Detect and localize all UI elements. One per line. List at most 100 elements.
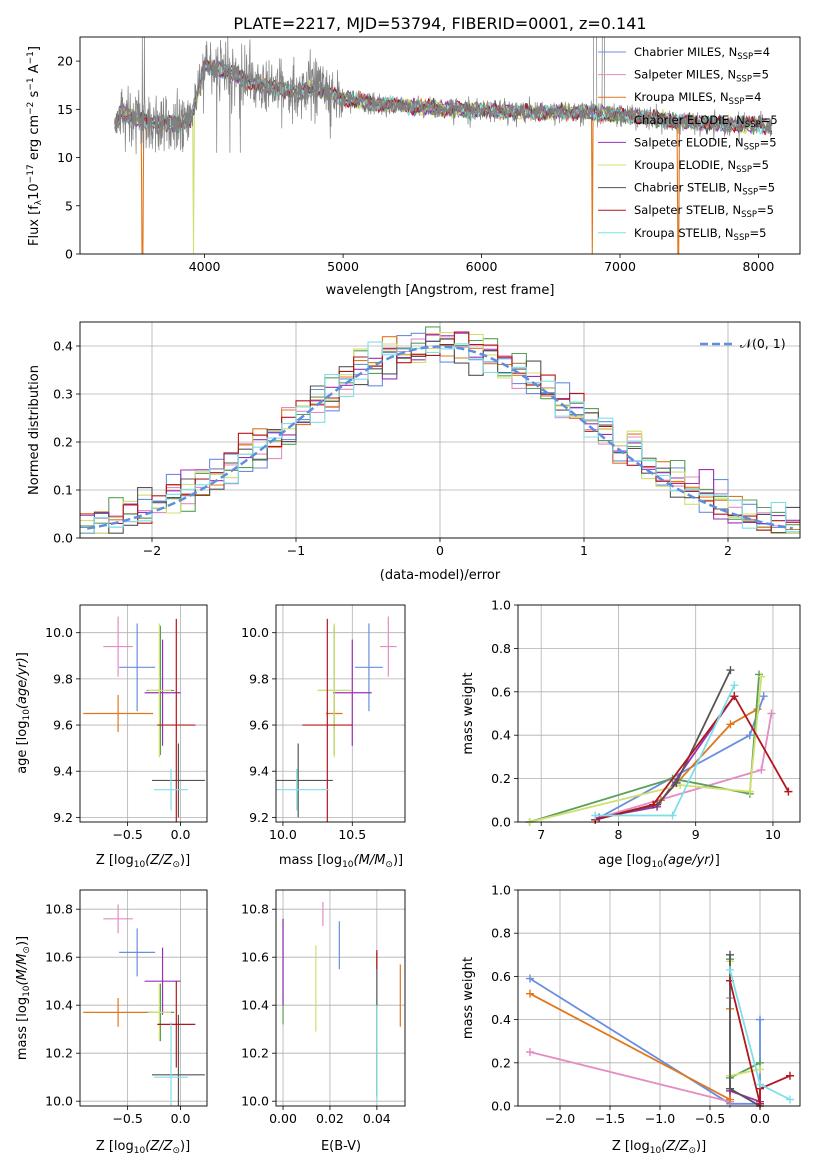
- weight-marker: [526, 1048, 534, 1056]
- y-tick-label: 5: [65, 198, 73, 213]
- y-tick-label: 10.2: [241, 1046, 269, 1061]
- axes-frame: [517, 889, 801, 1107]
- y-tick-label: 9.2: [53, 810, 73, 825]
- y-tick-label: 9.8: [53, 671, 73, 686]
- label-text: Salpeter ELODIE, N: [634, 135, 744, 149]
- y-tick-label: 0.4: [491, 728, 511, 743]
- x-axis-label: Z [log10(Z/Z⊙)]: [96, 853, 190, 870]
- label-text: )]: [696, 1139, 706, 1154]
- label-text: Chabrier MILES, N: [634, 45, 737, 59]
- weight-marker: [786, 1071, 794, 1080]
- y-tick-label: 0.2: [491, 771, 511, 786]
- label-subscript: ⊙: [172, 1146, 180, 1156]
- y-tick-label: 10.6: [241, 950, 269, 965]
- weight-marker: [672, 778, 681, 787]
- x-tick-label: 8: [614, 827, 622, 842]
- label-text: Salpeter MILES, N: [634, 68, 736, 82]
- label-text: Kroupa ELODIE, N: [634, 158, 736, 172]
- weight-marker: [526, 989, 534, 998]
- y-tick-label: 1.0: [491, 883, 511, 898]
- label-subscript: 10: [342, 860, 354, 870]
- x-tick-label: 0.04: [363, 1111, 391, 1126]
- x-tick-label: 0.0: [171, 1111, 191, 1126]
- x-tick-label: 1: [580, 543, 588, 558]
- y-axis-label: mass weight: [461, 957, 476, 1039]
- label-text: age [log: [598, 853, 651, 868]
- legend-entry: Salpeter MILES, NSSP=5: [634, 68, 769, 85]
- y-tick-label: 0.0: [53, 531, 73, 546]
- label-text: mass [log: [15, 997, 30, 1060]
- y-tick-label: 10.0: [45, 625, 73, 640]
- y-tick-label: 0.3: [53, 387, 73, 402]
- x-axis-label: age [log10(age/yr)]: [598, 853, 720, 870]
- label-subscript: 10: [22, 985, 32, 997]
- panel-mass-vs-Z: −0.5 0.010.010.210.410.610.8Z [log10(Z/Z⊙…: [15, 889, 208, 1156]
- y-axis-label: Normed distribution: [27, 365, 42, 495]
- y-tick-label: 10.0: [241, 1094, 269, 1109]
- y-tick-label: 0.4: [53, 339, 73, 354]
- weight-marker: [745, 787, 754, 796]
- label-text: =5: [757, 203, 774, 217]
- weight-marker: [756, 1065, 764, 1074]
- label-text: Z [log: [612, 1139, 650, 1154]
- y-tick-label: 10.8: [45, 902, 73, 917]
- label-subscript: SSP: [745, 120, 761, 130]
- label-text: (Z/Z: [145, 853, 173, 868]
- label-text: =4: [753, 45, 770, 59]
- label-text: =4: [744, 90, 761, 104]
- y-axis-label: Flux [fλ10−17 erg cm−2 s−1 A−1]: [26, 46, 44, 246]
- label-subscript: 10: [22, 709, 32, 721]
- x-axis-label: (data-model)/error: [380, 568, 501, 583]
- label-superscript: −17: [26, 164, 36, 183]
- x-tick-label: 8000: [743, 259, 775, 274]
- label-text: =5: [752, 158, 769, 172]
- legend-entry: 𝒩(0, 1): [740, 336, 786, 351]
- label-text: =5: [760, 135, 777, 149]
- x-axis-label: wavelength [Angstrom, rest frame]: [326, 283, 555, 298]
- weight-line: [729, 980, 791, 1105]
- y-tick-label: 9.6: [249, 718, 269, 733]
- weight-marker: [756, 1015, 764, 1024]
- x-tick-label: 7: [537, 827, 545, 842]
- y-tick-label: 9.4: [53, 764, 73, 779]
- y-tick-label: 10.0: [241, 625, 269, 640]
- axes-frame: [79, 321, 801, 539]
- label-text: Salpeter STELIB, N: [634, 203, 741, 217]
- label-subscript: SSP: [737, 52, 753, 62]
- axes-frame: [275, 604, 406, 823]
- x-tick-label: −1: [287, 543, 305, 558]
- label-text: (M/M: [354, 853, 386, 868]
- label-text: Kroupa MILES, N: [634, 90, 729, 104]
- legend-entry: Salpeter ELODIE, NSSP=5: [634, 135, 777, 152]
- panel-weight-vs-age: 7 8 9 10 0.0 0.2 0.4 0.6 0.8 1.0 mass weight age [l…: [461, 598, 801, 870]
- residual-histogram: [80, 341, 800, 534]
- y-tick-label: 9.4: [249, 764, 269, 779]
- x-tick-label: 2: [724, 543, 732, 558]
- x-tick-label: 4000: [189, 259, 221, 274]
- x-tick-label: 9: [692, 827, 700, 842]
- label-text: Z [log: [96, 1139, 134, 1154]
- label-text: erg cm: [27, 115, 42, 164]
- label-subscript: ⊙: [385, 860, 393, 870]
- label-text: (Z/Z: [145, 1139, 173, 1154]
- x-axis-label: Z [log10(Z/Z⊙)]: [612, 1139, 706, 1156]
- weight-marker: [726, 1095, 734, 1104]
- label-text: =5: [761, 113, 778, 127]
- x-tick-label: 5000: [327, 259, 359, 274]
- x-axis-label: E(B-V): [321, 1139, 361, 1154]
- weight-marker: [756, 1099, 764, 1108]
- legend-entry: Kroupa MILES, NSSP=4: [634, 90, 761, 107]
- y-axis-label: age [log10(age/yr)]: [15, 652, 32, 774]
- x-tick-label: 0.0: [171, 827, 191, 842]
- label-subscript: SSP: [741, 210, 757, 220]
- y-tick-label: 9.6: [53, 718, 73, 733]
- x-tick-label: 10.5: [338, 827, 366, 842]
- y-tick-label: 10: [57, 150, 73, 165]
- label-subscript: SSP: [736, 165, 752, 175]
- weight-line: [529, 977, 761, 1105]
- x-tick-label: 0.0: [750, 1111, 770, 1126]
- y-tick-label: 10.0: [45, 1094, 73, 1109]
- label-subscript: 10: [650, 1146, 662, 1156]
- y-axis-label: mass [log10(M/M⊙)]: [15, 936, 32, 1060]
- y-tick-label: 10.4: [241, 998, 269, 1013]
